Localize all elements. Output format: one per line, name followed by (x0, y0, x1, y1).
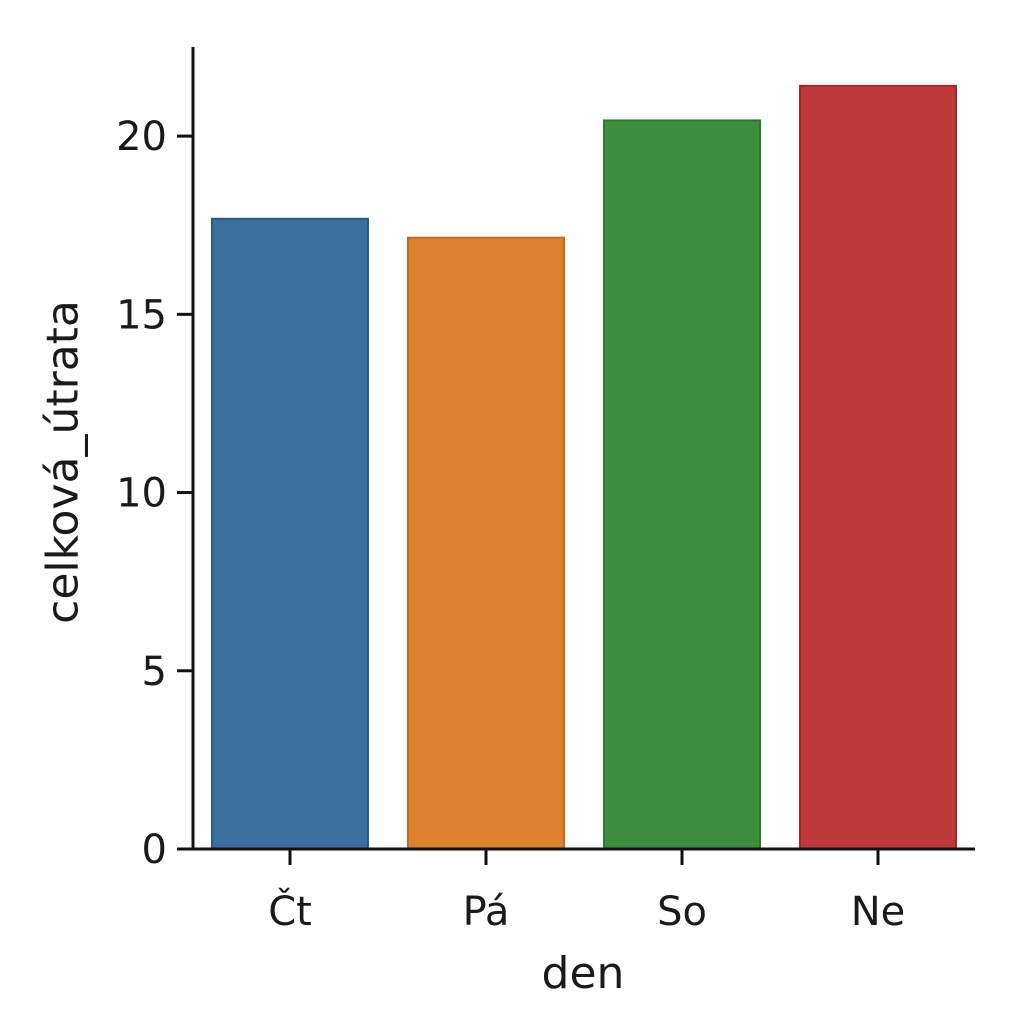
x-tick-label-3: So (657, 889, 707, 935)
bars-group (211, 84, 957, 851)
x-tick-label-4: Ne (851, 889, 906, 935)
bar-2 (407, 236, 565, 851)
bar-3 (603, 119, 761, 851)
y-tick-label-10: 10 (116, 471, 167, 517)
x-axis-title: den (542, 948, 625, 999)
y-tick-label-0: 0 (142, 827, 167, 873)
bar-1 (211, 217, 369, 851)
x-tick-label-1: Čt (268, 887, 312, 935)
y-tick-label-15: 15 (116, 292, 167, 338)
y-axis-title: celková_útrata (37, 300, 88, 624)
y-tick-label-5: 5 (142, 649, 167, 695)
bar-4 (799, 84, 957, 851)
y-axis-ticks: 0 5 10 15 20 (116, 114, 193, 873)
x-axis-ticks: Čt Pá So Ne (268, 849, 905, 935)
x-tick-label-2: Pá (463, 889, 510, 935)
y-tick-label-20: 20 (116, 114, 167, 160)
